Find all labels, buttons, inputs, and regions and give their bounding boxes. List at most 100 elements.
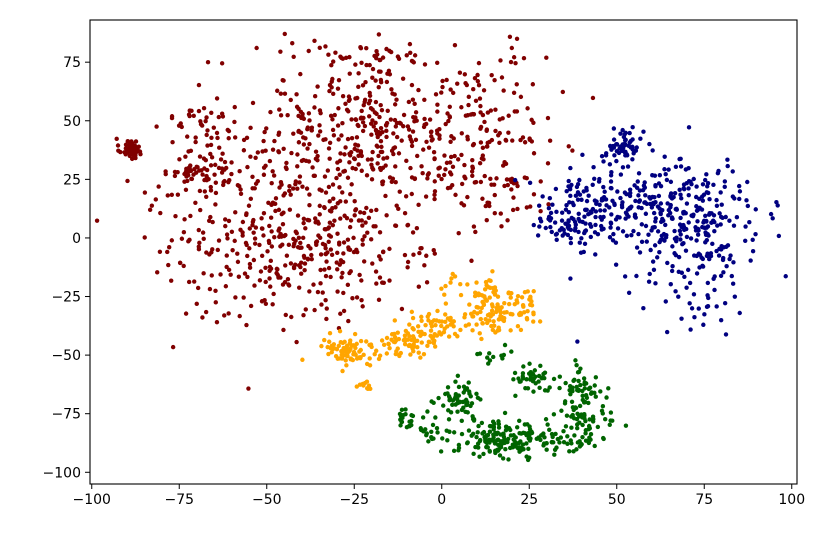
- data-point: [580, 434, 585, 440]
- data-point: [223, 284, 229, 289]
- data-point: [198, 207, 203, 213]
- data-point: [549, 431, 555, 437]
- data-point: [373, 269, 379, 274]
- data-point: [527, 180, 533, 186]
- data-point: [577, 403, 583, 409]
- data-point: [711, 182, 716, 188]
- data-point: [165, 193, 170, 198]
- data-point: [718, 222, 723, 227]
- data-point: [472, 75, 478, 81]
- x-tick-label: −50: [252, 492, 282, 508]
- data-point: [374, 48, 379, 54]
- data-point: [437, 330, 442, 335]
- data-point: [466, 380, 471, 385]
- data-point: [300, 184, 305, 189]
- data-point: [631, 148, 637, 154]
- data-point: [487, 429, 493, 434]
- data-point: [290, 41, 295, 46]
- data-point: [717, 211, 722, 216]
- data-point: [252, 241, 258, 246]
- data-point: [276, 207, 282, 213]
- data-point: [360, 242, 365, 247]
- data-point: [681, 209, 687, 215]
- data-point: [358, 347, 363, 353]
- data-point: [342, 213, 347, 218]
- data-point: [127, 153, 132, 159]
- data-point: [248, 196, 254, 201]
- data-point: [472, 180, 477, 185]
- data-point: [514, 298, 519, 303]
- data-point: [592, 443, 597, 449]
- data-point: [641, 129, 646, 134]
- data-point: [745, 179, 750, 185]
- data-point: [208, 184, 213, 190]
- data-point: [393, 164, 398, 169]
- data-point: [94, 218, 100, 223]
- data-point: [183, 311, 189, 316]
- data-point: [607, 205, 612, 210]
- data-point: [487, 278, 492, 283]
- data-point: [402, 252, 408, 258]
- data-point: [216, 238, 222, 243]
- data-point: [730, 281, 736, 286]
- data-point: [328, 247, 334, 252]
- data-point: [697, 252, 703, 257]
- data-point: [524, 377, 529, 382]
- data-point: [341, 349, 347, 355]
- data-point: [566, 218, 571, 223]
- data-point: [163, 171, 168, 177]
- data-point: [384, 335, 390, 341]
- data-point: [583, 431, 588, 436]
- data-point: [499, 224, 504, 229]
- data-point: [305, 125, 311, 130]
- data-point: [620, 165, 626, 170]
- data-point: [184, 174, 189, 179]
- data-point: [625, 164, 631, 169]
- data-point: [269, 180, 274, 186]
- data-point: [574, 363, 579, 368]
- data-point: [568, 184, 573, 189]
- data-point: [396, 206, 401, 212]
- data-point: [422, 97, 427, 102]
- data-point: [444, 77, 449, 83]
- data-point: [347, 97, 352, 102]
- x-tick-label: 0: [437, 492, 446, 508]
- data-point: [566, 144, 571, 149]
- data-point: [196, 108, 202, 114]
- data-point: [681, 182, 687, 187]
- data-point: [432, 156, 437, 162]
- data-point: [593, 214, 598, 220]
- data-point: [347, 224, 353, 230]
- data-point: [688, 236, 694, 241]
- data-point: [497, 140, 502, 146]
- data-point: [590, 414, 596, 419]
- data-point: [518, 379, 523, 384]
- data-point: [355, 95, 360, 101]
- data-point: [700, 264, 706, 269]
- data-point: [482, 287, 488, 292]
- data-point: [693, 194, 699, 200]
- data-point: [396, 151, 402, 156]
- data-point: [627, 193, 633, 199]
- data-point: [676, 294, 681, 299]
- data-point: [446, 118, 451, 124]
- data-point: [580, 422, 585, 428]
- data-point: [456, 384, 462, 390]
- data-point: [662, 167, 667, 172]
- data-point: [405, 259, 411, 265]
- data-point: [441, 329, 447, 335]
- data-point: [416, 350, 421, 355]
- data-point: [676, 254, 682, 260]
- data-point: [240, 219, 246, 225]
- data-point: [438, 449, 444, 454]
- data-point: [496, 317, 502, 322]
- data-point: [498, 310, 503, 315]
- data-point: [265, 249, 270, 254]
- data-point: [497, 130, 502, 136]
- data-point: [608, 220, 614, 225]
- data-point: [724, 263, 729, 269]
- data-point: [729, 273, 735, 279]
- data-point: [637, 188, 643, 193]
- data-point: [257, 242, 262, 248]
- data-point: [267, 223, 272, 229]
